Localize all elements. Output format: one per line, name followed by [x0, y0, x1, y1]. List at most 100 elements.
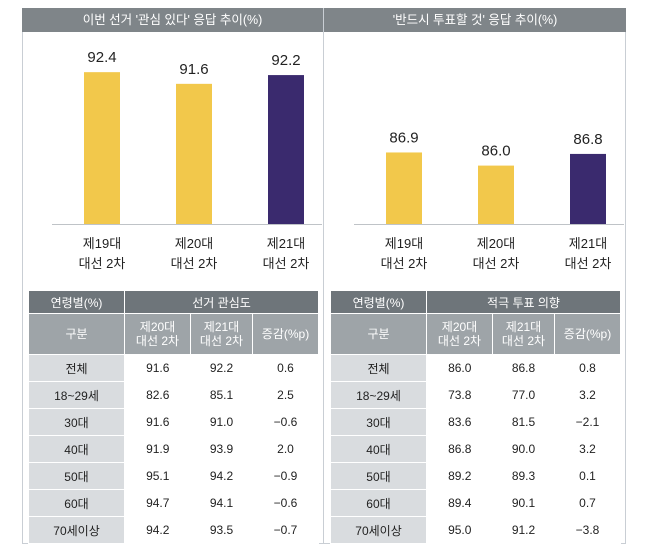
x-tick-label: 대선 2차 — [381, 256, 428, 271]
table-row: 70세이상 94.2 93.5 −0.7 — [28, 516, 319, 544]
cell-prev: 94.7 — [124, 489, 191, 517]
cell-change: −0.9 — [252, 462, 319, 490]
cell-prev: 95.0 — [426, 516, 493, 544]
cell-prev: 91.9 — [124, 435, 191, 463]
col3-header: 증감(%p) — [554, 313, 621, 355]
x-tick-label: 제21대 — [267, 236, 305, 251]
right-table: 연령별(%) 적극 투표 의향 구분 제20대 대선 2차 제21대 대선 2차 증… — [330, 290, 621, 544]
x-tick-label: 대선 2차 — [263, 256, 310, 271]
table-row: 전체 91.6 92.2 0.6 — [28, 354, 319, 382]
row-label: 70세이상 — [330, 516, 427, 544]
row-label: 70세이상 — [28, 516, 125, 544]
gubun-header: 구분 — [28, 313, 125, 355]
bar-3 — [268, 75, 304, 224]
table-row: 50대 95.1 94.2 −0.9 — [28, 462, 319, 490]
group-header: 선거 관심도 — [123, 290, 320, 314]
bar-value-label: 86.9 — [389, 129, 418, 146]
cell-curr: 93.9 — [190, 435, 253, 463]
cell-change: −2.1 — [554, 408, 621, 436]
bar-value-label: 86.0 — [481, 143, 510, 160]
x-tick-label: 대선 2차 — [565, 256, 612, 271]
bar-1 — [386, 152, 422, 224]
row-label: 60대 — [28, 489, 125, 517]
table-row: 18~29세 82.6 85.1 2.5 — [28, 381, 319, 409]
cell-prev: 89.4 — [426, 489, 493, 517]
col1-header: 제20대 대선 2차 — [124, 313, 191, 355]
cell-curr: 93.5 — [190, 516, 253, 544]
table-row: 40대 86.8 90.0 3.2 — [330, 435, 621, 463]
cell-prev: 91.6 — [124, 354, 191, 382]
cell-change: 0.6 — [252, 354, 319, 382]
row-label: 50대 — [330, 462, 427, 490]
cell-change: −0.7 — [252, 516, 319, 544]
row-label: 60대 — [330, 489, 427, 517]
row-label: 50대 — [28, 462, 125, 490]
cell-curr: 81.5 — [492, 408, 555, 436]
cell-prev: 94.2 — [124, 516, 191, 544]
left-chart-title: 이번 선거 '관심 있다' 응답 추이(%) — [22, 8, 323, 32]
cell-prev: 73.8 — [426, 381, 493, 409]
row-label: 30대 — [28, 408, 125, 436]
bar-value-label: 86.8 — [573, 131, 602, 148]
col2-header: 제21대 대선 2차 — [190, 313, 253, 355]
cell-change: 3.2 — [554, 435, 621, 463]
cell-change: −3.8 — [554, 516, 621, 544]
cell-change: 0.8 — [554, 354, 621, 382]
cell-change: 2.5 — [252, 381, 319, 409]
table-row: 40대 91.9 93.9 2.0 — [28, 435, 319, 463]
x-tick-label: 제20대 — [175, 236, 213, 251]
cell-change: −0.6 — [252, 408, 319, 436]
cell-curr: 94.2 — [190, 462, 253, 490]
cell-curr: 91.2 — [492, 516, 555, 544]
age-header: 연령별(%) — [28, 290, 125, 314]
right-chart-title: '반드시 투표할 것' 응답 추이(%) — [324, 8, 626, 32]
bar-1 — [84, 72, 120, 224]
gubun-header: 구분 — [330, 313, 427, 355]
bar-2 — [478, 165, 514, 224]
col2-header: 제21대 대선 2차 — [492, 313, 555, 355]
x-tick-label: 제20대 — [477, 236, 515, 251]
cell-curr: 85.1 — [190, 381, 253, 409]
row-label: 18~29세 — [330, 381, 427, 409]
row-label: 40대 — [330, 435, 427, 463]
table-row: 70세이상 95.0 91.2 −3.8 — [330, 516, 621, 544]
cell-curr: 77.0 — [492, 381, 555, 409]
x-tick-label: 대선 2차 — [473, 256, 520, 271]
cell-prev: 82.6 — [124, 381, 191, 409]
row-label: 30대 — [330, 408, 427, 436]
age-header: 연령별(%) — [330, 290, 427, 314]
x-tick-label: 대선 2차 — [79, 256, 126, 271]
cell-curr: 89.3 — [492, 462, 555, 490]
x-tick-label: 제19대 — [385, 236, 423, 251]
cell-change: 2.0 — [252, 435, 319, 463]
col1-header: 제20대 대선 2차 — [426, 313, 493, 355]
cell-curr: 86.8 — [492, 354, 555, 382]
table-row: 전체 86.0 86.8 0.8 — [330, 354, 621, 382]
table-row: 30대 83.6 81.5 −2.1 — [330, 408, 621, 436]
bar-value-label: 91.6 — [179, 61, 208, 78]
cell-change: 3.2 — [554, 381, 621, 409]
row-label: 전체 — [28, 354, 125, 382]
cell-curr: 94.1 — [190, 489, 253, 517]
cell-prev: 86.8 — [426, 435, 493, 463]
bar-value-label: 92.2 — [271, 52, 300, 69]
group-header: 적극 투표 의향 — [426, 290, 621, 314]
table-row: 60대 94.7 94.1 −0.6 — [28, 489, 319, 517]
x-tick-label: 대선 2차 — [171, 256, 218, 271]
left-panel: 이번 선거 '관심 있다' 응답 추이(%) 92.4 제19대 대선 2차 91.6… — [22, 8, 324, 544]
cell-curr: 91.0 — [190, 408, 253, 436]
cell-prev: 89.2 — [426, 462, 493, 490]
x-tick-label: 제21대 — [569, 236, 607, 251]
row-label: 18~29세 — [28, 381, 125, 409]
cell-change: 0.7 — [554, 489, 621, 517]
table-row: 18~29세 73.8 77.0 3.2 — [330, 381, 621, 409]
table-row: 60대 89.4 90.1 0.7 — [330, 489, 621, 517]
table-row: 30대 91.6 91.0 −0.6 — [28, 408, 319, 436]
row-label: 40대 — [28, 435, 125, 463]
bar-value-label: 92.4 — [87, 49, 116, 66]
cell-curr: 92.2 — [190, 354, 253, 382]
cell-change: −0.6 — [252, 489, 319, 517]
